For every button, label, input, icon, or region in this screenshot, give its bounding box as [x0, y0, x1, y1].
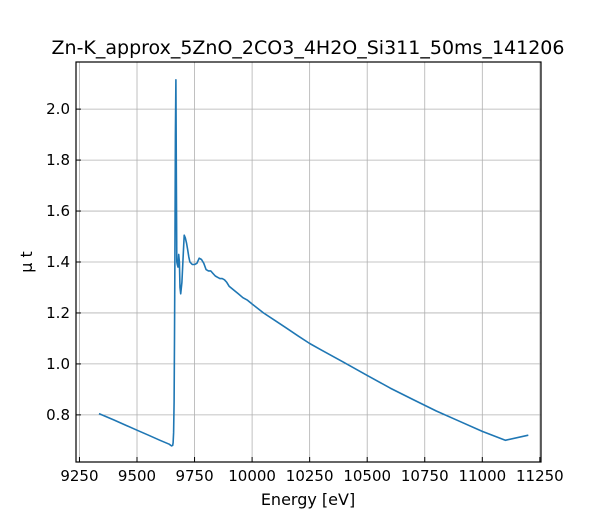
- x-axis-label: Energy [eV]: [261, 490, 355, 509]
- x-tick-label: 10250: [286, 467, 334, 485]
- x-tick-label: 11000: [458, 467, 506, 485]
- y-tick-label: 1.6: [46, 202, 70, 220]
- series-line: [98, 79, 529, 447]
- y-tick-label: 2.0: [46, 100, 70, 118]
- y-tick-label: 1.2: [46, 304, 70, 322]
- x-tick-label: 9750: [175, 467, 213, 485]
- x-tick-label: 10000: [228, 467, 276, 485]
- chart-title: Zn-K_approx_5ZnO_2CO3_4H2O_Si311_50ms_14…: [52, 37, 565, 59]
- x-tick-label: 9500: [118, 467, 156, 485]
- y-tick-label: 0.8: [46, 406, 70, 424]
- y-tick-label: 1.0: [46, 355, 70, 373]
- y-axis-label: μ t: [17, 251, 36, 273]
- x-tick-label: 10750: [401, 467, 449, 485]
- x-tick-label: 9250: [60, 467, 98, 485]
- x-tick-label: 10500: [343, 467, 391, 485]
- series-layer: [98, 79, 529, 447]
- grid-lines: [76, 62, 541, 462]
- axis-ticks: 9250 9500 9750 10000 10250 10500 10750 11000 112…: [46, 100, 564, 485]
- y-tick-label: 1.8: [46, 151, 70, 169]
- y-tick-label: 1.4: [46, 253, 70, 271]
- x-tick-label: 11250: [516, 467, 564, 485]
